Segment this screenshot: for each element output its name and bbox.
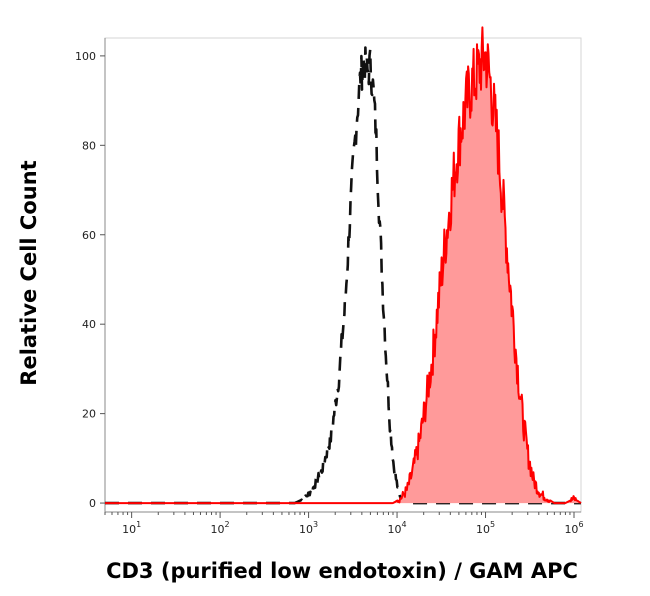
x-tick-label: 106 bbox=[564, 520, 583, 536]
y-tick-label: 40 bbox=[82, 318, 96, 331]
y-tick-label: 20 bbox=[82, 408, 96, 421]
x-tick-label: 103 bbox=[299, 520, 318, 536]
y-tick-label: 100 bbox=[75, 50, 96, 63]
x-tick-label: 102 bbox=[211, 520, 230, 536]
x-ticks: 101 102 103 104 105 106 bbox=[104, 512, 584, 536]
x-tick-label: 101 bbox=[122, 520, 141, 536]
positive-histogram-line bbox=[104, 26, 582, 505]
positive-histogram-fill bbox=[105, 27, 581, 504]
x-tick-label: 104 bbox=[388, 520, 407, 536]
y-ticks: 0 20 40 60 80 100 bbox=[75, 50, 105, 510]
y-axis-title: Relative Cell Count bbox=[17, 160, 41, 385]
y-tick-label: 60 bbox=[82, 229, 96, 242]
series-layer bbox=[104, 26, 582, 505]
y-tick-label: 0 bbox=[89, 497, 96, 510]
x-tick-label: 105 bbox=[476, 520, 495, 536]
y-tick-label: 80 bbox=[82, 139, 96, 152]
x-axis-title: CD3 (purified low endotoxin) / GAM APC bbox=[106, 559, 578, 583]
